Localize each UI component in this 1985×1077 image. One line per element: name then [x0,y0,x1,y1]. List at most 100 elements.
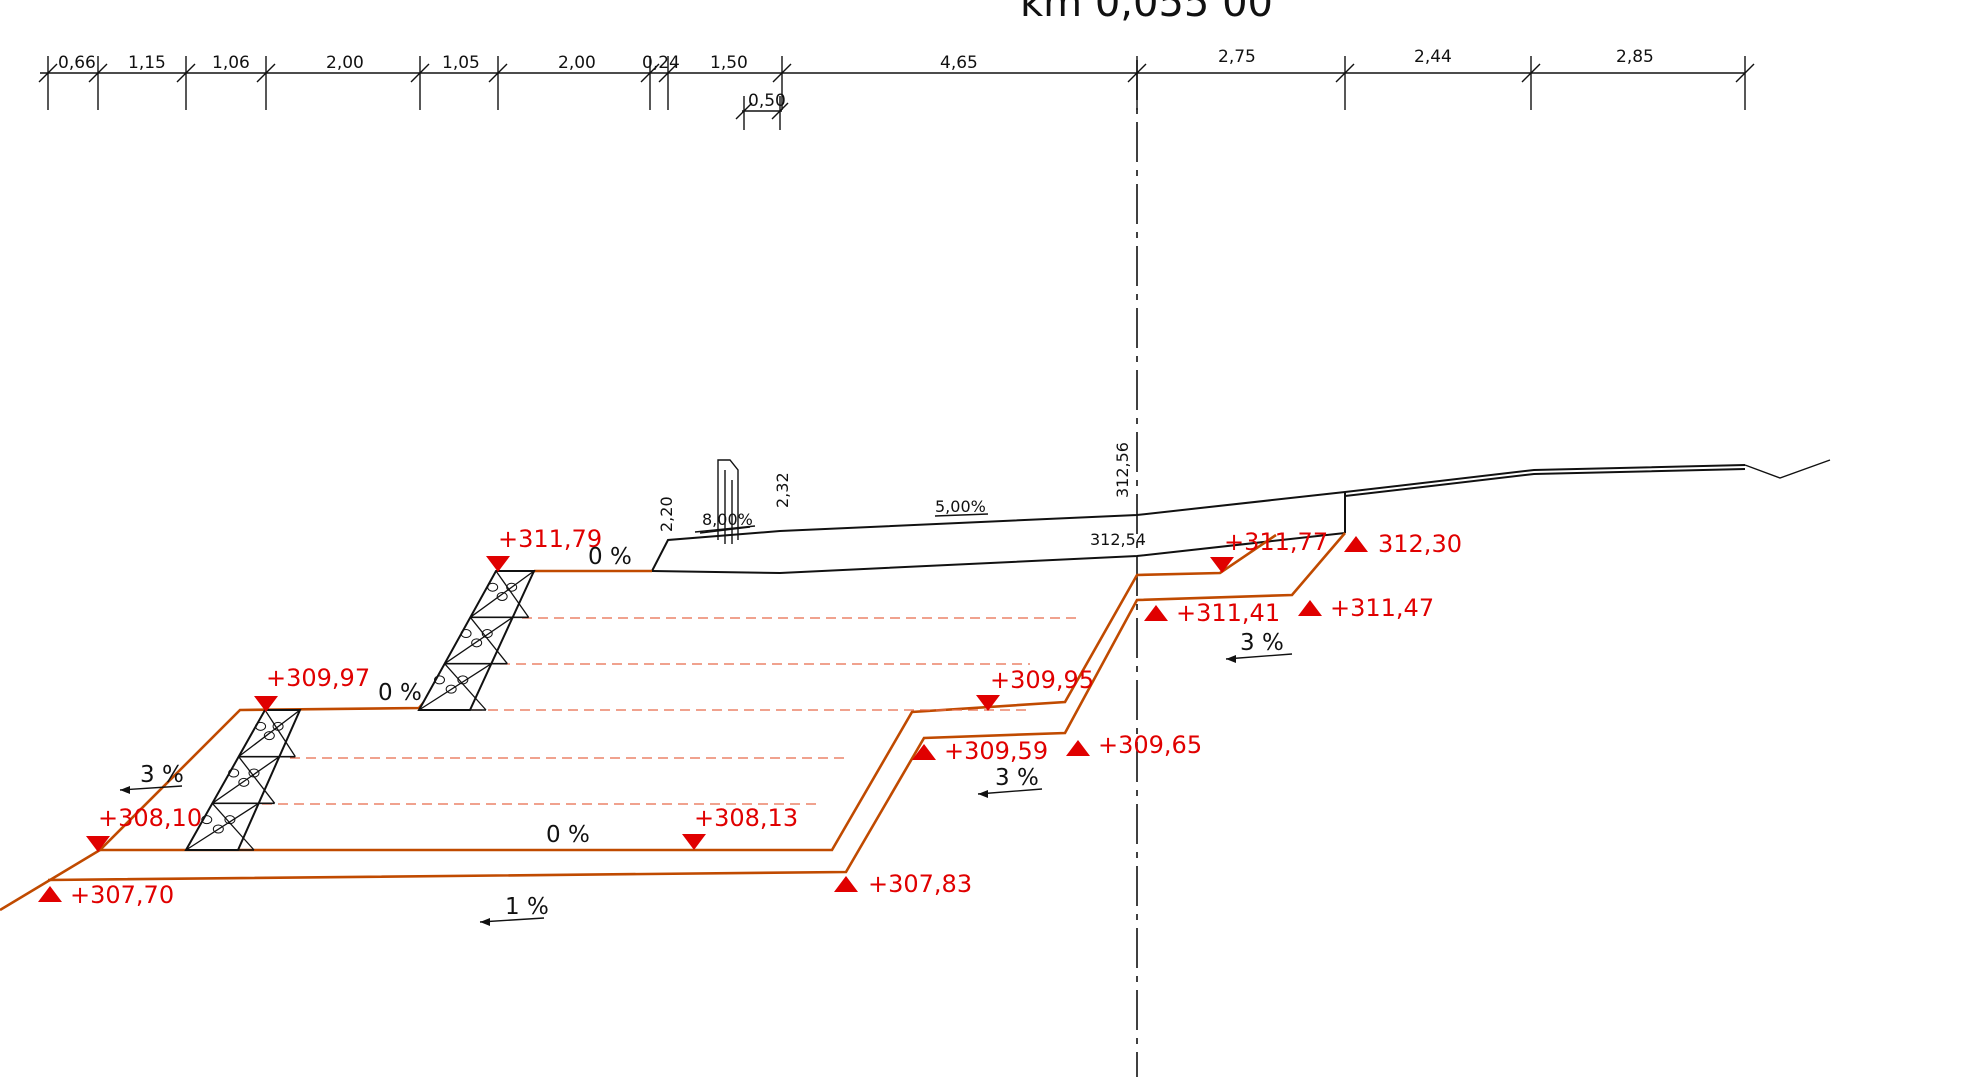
dim-tick-slash [658,63,678,83]
elev-308-10: +308,10 [98,804,202,832]
gabion-stone [248,768,260,778]
road-slope-5: 5,00% [935,497,986,516]
gabion-wall-upper [417,570,536,711]
road-elev-312-54: 312,54 [1090,530,1146,549]
dim-tick-slash [488,63,508,83]
marker-up-311-47 [1298,600,1322,616]
marker-down-309-95 [976,695,1000,711]
marker-down-311-79 [486,556,510,572]
dim-1-50: 1,50 [710,53,748,73]
dim-tick-slash [38,63,58,83]
elev-311-41: +311,41 [1176,599,1280,627]
dim-2-85: 2,85 [1616,47,1654,67]
gabion-stone [201,815,213,825]
dim-1-15: 1,15 [128,53,166,73]
elev-312-30: 312,30 [1378,530,1462,558]
marker-down-309-97 [254,696,278,712]
gabion-stone [434,675,445,685]
slope-right-3: 3 % [1240,630,1284,656]
marker-up-309-65 [1066,740,1090,756]
gabion-wall-lower [184,709,302,851]
gabion-stone [506,582,518,592]
elev-307-83: +307,83 [868,870,972,898]
slope-top-0: 0 % [588,544,632,570]
elev-311-77: +311,77 [1224,528,1328,556]
elev-308-13: +308,13 [694,804,798,832]
gabion-hatch [444,616,514,665]
marker-down-308-10 [86,836,110,852]
dim-1-05: 1,05 [442,53,480,73]
gabion-stone [487,582,499,592]
road-dim-2-32: 2,32 [773,472,792,508]
marker-up-307-83 [834,876,858,892]
road-slope-8: 8,00% [702,510,753,529]
road-dim-2-20: 2,20 [657,496,676,532]
gabion-hatch [469,616,508,665]
slope-bot-1: 1 % [505,894,549,920]
gabion-stone [481,629,493,639]
layer-dashes [262,617,1080,805]
slope-bot-0: 0 % [546,822,590,848]
marker-up-312-30 [1344,536,1368,552]
gabion-hatch [444,663,487,711]
elev-309-97: +309,97 [266,664,370,692]
elev-309-59: +309,59 [944,737,1048,765]
elev-309-65: +309,65 [1098,731,1202,759]
marker-up-307-70 [38,886,62,902]
gabion-stone [224,815,236,825]
gabion-hatch [495,570,530,618]
gabion-stone [255,721,267,731]
marker-up-309-59 [912,744,936,760]
elev-311-79: +311,79 [498,525,602,553]
gabion-stone [228,768,240,778]
gabion-stone [457,675,469,685]
elev-311-47: +311,47 [1330,594,1434,622]
dim-tick-slash [410,63,430,83]
top-dimension-chain: 0,66 1,15 1,06 2,00 1,05 2,00 0,24 1,50 … [38,47,1755,130]
dim-0-66: 0,66 [58,53,96,73]
gabion-hatch [264,709,296,758]
marker-down-311-77 [1210,557,1234,573]
dim-tick-slash [1521,63,1541,83]
gabion-stone [263,731,275,741]
station-title: km 0,055 00 [1020,0,1273,26]
dim-1-06: 1,06 [212,53,250,73]
elev-307-70: +307,70 [70,881,174,909]
slope-labels: 0 % 0 % 0 % 3 % 1 % 3 % 3 % [119,544,1293,926]
dim-tick-slash [88,63,108,83]
dim-2-44: 2,44 [1414,47,1452,67]
dim-tick-slash [256,63,276,83]
gabion-stone [212,824,224,834]
gabion-hatch [238,709,301,758]
gabion-stone [460,629,472,639]
dim-tick-slash [1335,63,1355,83]
dim-4-65: 4,65 [940,53,978,73]
gabion-hatch [211,802,255,851]
dim-0-50: 0,50 [748,91,786,111]
slope-mid-0: 0 % [378,680,422,706]
slope-left-3: 3 % [140,762,184,788]
dim-tick-slash [772,63,792,83]
gabion-stone [272,721,284,731]
dim-0-24: 0,24 [642,53,680,73]
dim-tick-slash [640,63,660,83]
dim-2-75: 2,75 [1218,47,1256,67]
excavation-outline [0,532,1346,912]
dim-tick-slash [176,63,196,83]
elevation-markers: +311,79 +309,97 +308,10 +307,70 +308,13 … [38,525,1462,909]
gabion-stone [238,777,250,787]
gabion-hatch [469,570,535,618]
dim-2-00-b: 2,00 [558,53,596,73]
marker-down-308-13 [682,834,706,850]
dim-2-00-a: 2,00 [326,53,364,73]
elev-309-95: +309,95 [990,666,1094,694]
gabion-stone [471,638,483,648]
road-elev-312-56: 312,56 [1113,442,1132,498]
gabion-hatch [211,756,280,804]
gabion-stone [445,684,457,694]
gabion-stone [496,591,508,601]
dim-tick-slash [1735,63,1755,83]
gabion-hatch [238,756,276,804]
marker-up-311-41 [1144,605,1168,621]
